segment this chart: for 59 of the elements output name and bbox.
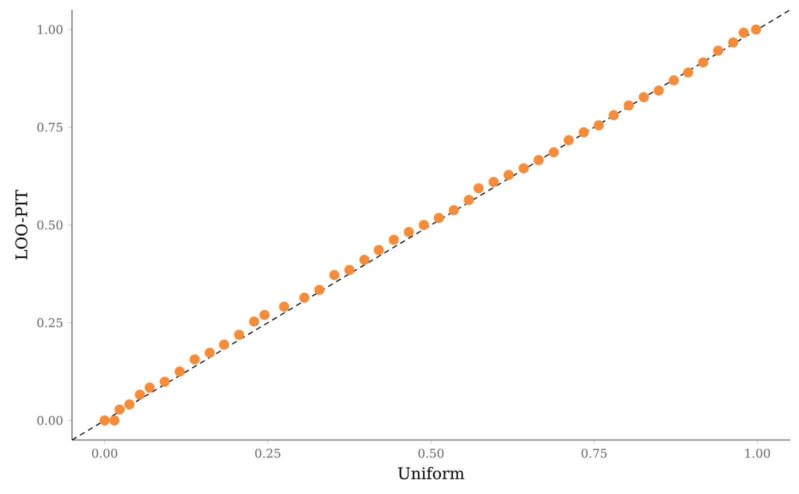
- point: [750, 24, 762, 35]
- point: [418, 220, 429, 230]
- point: [204, 348, 215, 358]
- point: [404, 226, 414, 238]
- point: [124, 399, 135, 410]
- point: [698, 57, 708, 68]
- x-tick-label: 0.75: [582, 448, 607, 458]
- point: [728, 37, 738, 48]
- point: [474, 183, 484, 194]
- point: [219, 340, 230, 350]
- x-tick-label: 0.00: [92, 448, 118, 458]
- y-tick-label: 0.25: [37, 318, 62, 328]
- point: [109, 415, 120, 426]
- x-tick-label: 1.00: [745, 448, 770, 458]
- point: [594, 120, 604, 130]
- point: [344, 264, 354, 276]
- point: [299, 292, 310, 303]
- point: [713, 46, 724, 56]
- point: [654, 85, 664, 96]
- point: [134, 390, 145, 400]
- point: [564, 135, 574, 146]
- point: [100, 415, 110, 426]
- point: [518, 163, 529, 174]
- point: [329, 270, 340, 280]
- point: [488, 176, 499, 188]
- point: [608, 110, 619, 120]
- y-tick-label: 0.50: [37, 220, 62, 230]
- y-tick-label: 1.00: [38, 25, 62, 34]
- point: [279, 302, 290, 312]
- y-tick-label: 0.75: [37, 122, 62, 132]
- x-axis-title: Uniform: [398, 466, 464, 480]
- point: [668, 75, 679, 86]
- point: [114, 404, 125, 415]
- point: [259, 310, 270, 320]
- point: [160, 376, 170, 387]
- y-tick-label: 0.00: [37, 416, 62, 425]
- x-tick-label: 0.25: [255, 448, 280, 458]
- y-axis-title: LOO-PIT: [15, 190, 28, 260]
- point: [174, 366, 185, 377]
- point: [534, 155, 544, 166]
- point: [144, 382, 155, 393]
- point: [624, 100, 634, 110]
- point: [434, 212, 444, 224]
- point: [464, 194, 474, 206]
- point: [374, 244, 384, 256]
- point: [249, 316, 260, 327]
- point: [234, 330, 244, 340]
- point: [314, 284, 324, 295]
- point: [738, 28, 749, 38]
- point: [388, 234, 399, 245]
- point: [578, 127, 589, 138]
- point: [683, 67, 694, 78]
- point: [448, 205, 459, 216]
- point: [504, 170, 514, 180]
- point: [190, 354, 200, 365]
- point: [548, 147, 559, 158]
- point: [638, 92, 649, 102]
- x-tick-label: 0.50: [418, 448, 444, 458]
- point: [359, 254, 370, 265]
